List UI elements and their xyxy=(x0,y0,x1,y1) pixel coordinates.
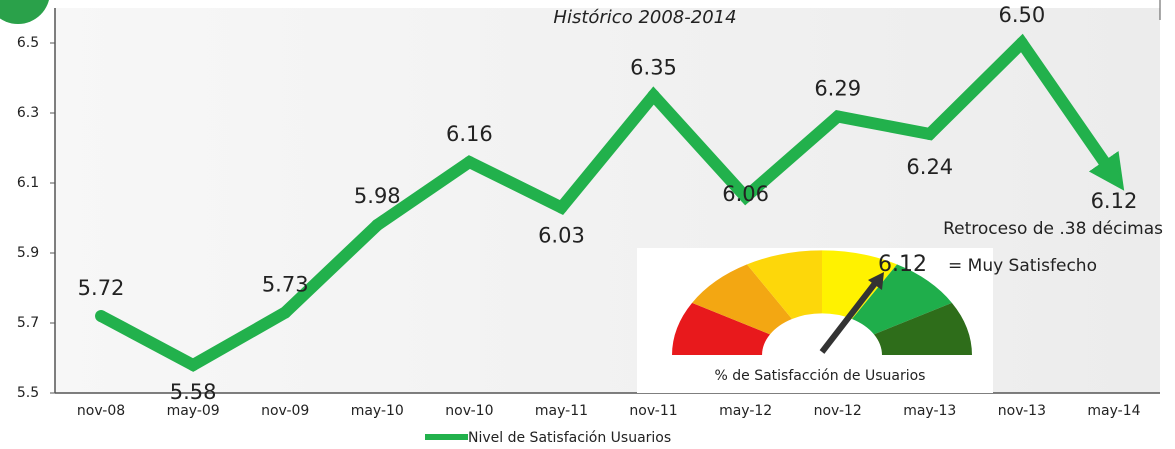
data-label: 6.12 xyxy=(1091,189,1138,213)
data-label: 5.58 xyxy=(170,380,217,404)
gauge-segment xyxy=(747,250,822,319)
point xyxy=(923,128,936,140)
data-label: 5.72 xyxy=(78,276,125,300)
x-tick-label: nov-13 xyxy=(998,403,1046,419)
data-label: 6.03 xyxy=(538,224,585,248)
annotation: % de Satisfacción de Usuarios xyxy=(715,368,926,384)
point xyxy=(1107,170,1120,182)
x-tick-label: nov-11 xyxy=(629,403,677,419)
data-label: 6.29 xyxy=(814,77,861,101)
point xyxy=(95,310,108,322)
chart-title: Histórico 2008-2014 xyxy=(553,7,736,28)
x-tick-label: nov-12 xyxy=(814,403,862,419)
point xyxy=(371,219,384,231)
x-tick-label: may-11 xyxy=(535,403,588,419)
point xyxy=(831,110,844,123)
legend-label: Nivel de Satisfación Usuarios xyxy=(468,430,671,446)
annotation: 6.12 xyxy=(878,252,927,277)
y-tick-label: 6.3 xyxy=(17,105,39,121)
data-label: 6.24 xyxy=(906,155,953,179)
point xyxy=(555,201,568,214)
annotation: = Muy Satisfecho xyxy=(948,256,1097,276)
gauge-needle-tip xyxy=(868,272,884,290)
y-tick-label: 5.5 xyxy=(17,385,39,401)
data-label: 5.73 xyxy=(262,273,309,297)
point xyxy=(1015,37,1028,49)
gauge-segment xyxy=(873,302,972,356)
x-tick-label: nov-09 xyxy=(261,403,309,419)
x-tick-label: nov-10 xyxy=(445,403,493,419)
gauge-segment xyxy=(692,264,792,335)
point xyxy=(187,359,200,371)
x-tick-label: nov-08 xyxy=(77,403,125,419)
gauge-segment xyxy=(852,264,952,335)
y-tick-label: 5.7 xyxy=(17,315,39,331)
x-tick-label: may-10 xyxy=(351,403,404,419)
annotation: Retroceso de .38 décimas xyxy=(943,219,1163,239)
gauge-segment xyxy=(672,302,771,356)
y-tick-label: 6.1 xyxy=(17,175,39,191)
point xyxy=(279,306,292,319)
gauge-segment xyxy=(822,250,897,319)
line-series xyxy=(98,33,1125,372)
data-label: 6.06 xyxy=(722,182,769,206)
y-tick-label: 6.5 xyxy=(17,35,39,51)
data-label: 6.50 xyxy=(998,3,1045,27)
gauge-needle xyxy=(819,280,879,354)
point xyxy=(463,156,476,168)
corner-badge xyxy=(0,0,49,24)
gauge-mask xyxy=(637,355,993,393)
data-label: 6.35 xyxy=(630,56,677,80)
point xyxy=(739,191,752,203)
gauge xyxy=(637,248,993,393)
data-label: 6.16 xyxy=(446,122,493,146)
point xyxy=(647,89,660,102)
data-label: 5.98 xyxy=(354,184,401,208)
x-tick-label: may-13 xyxy=(903,403,956,419)
y-tick-label: 5.9 xyxy=(17,245,39,261)
x-tick-label: may-09 xyxy=(167,403,220,419)
x-tick-label: may-12 xyxy=(719,403,772,419)
x-tick-label: may-14 xyxy=(1087,403,1140,419)
